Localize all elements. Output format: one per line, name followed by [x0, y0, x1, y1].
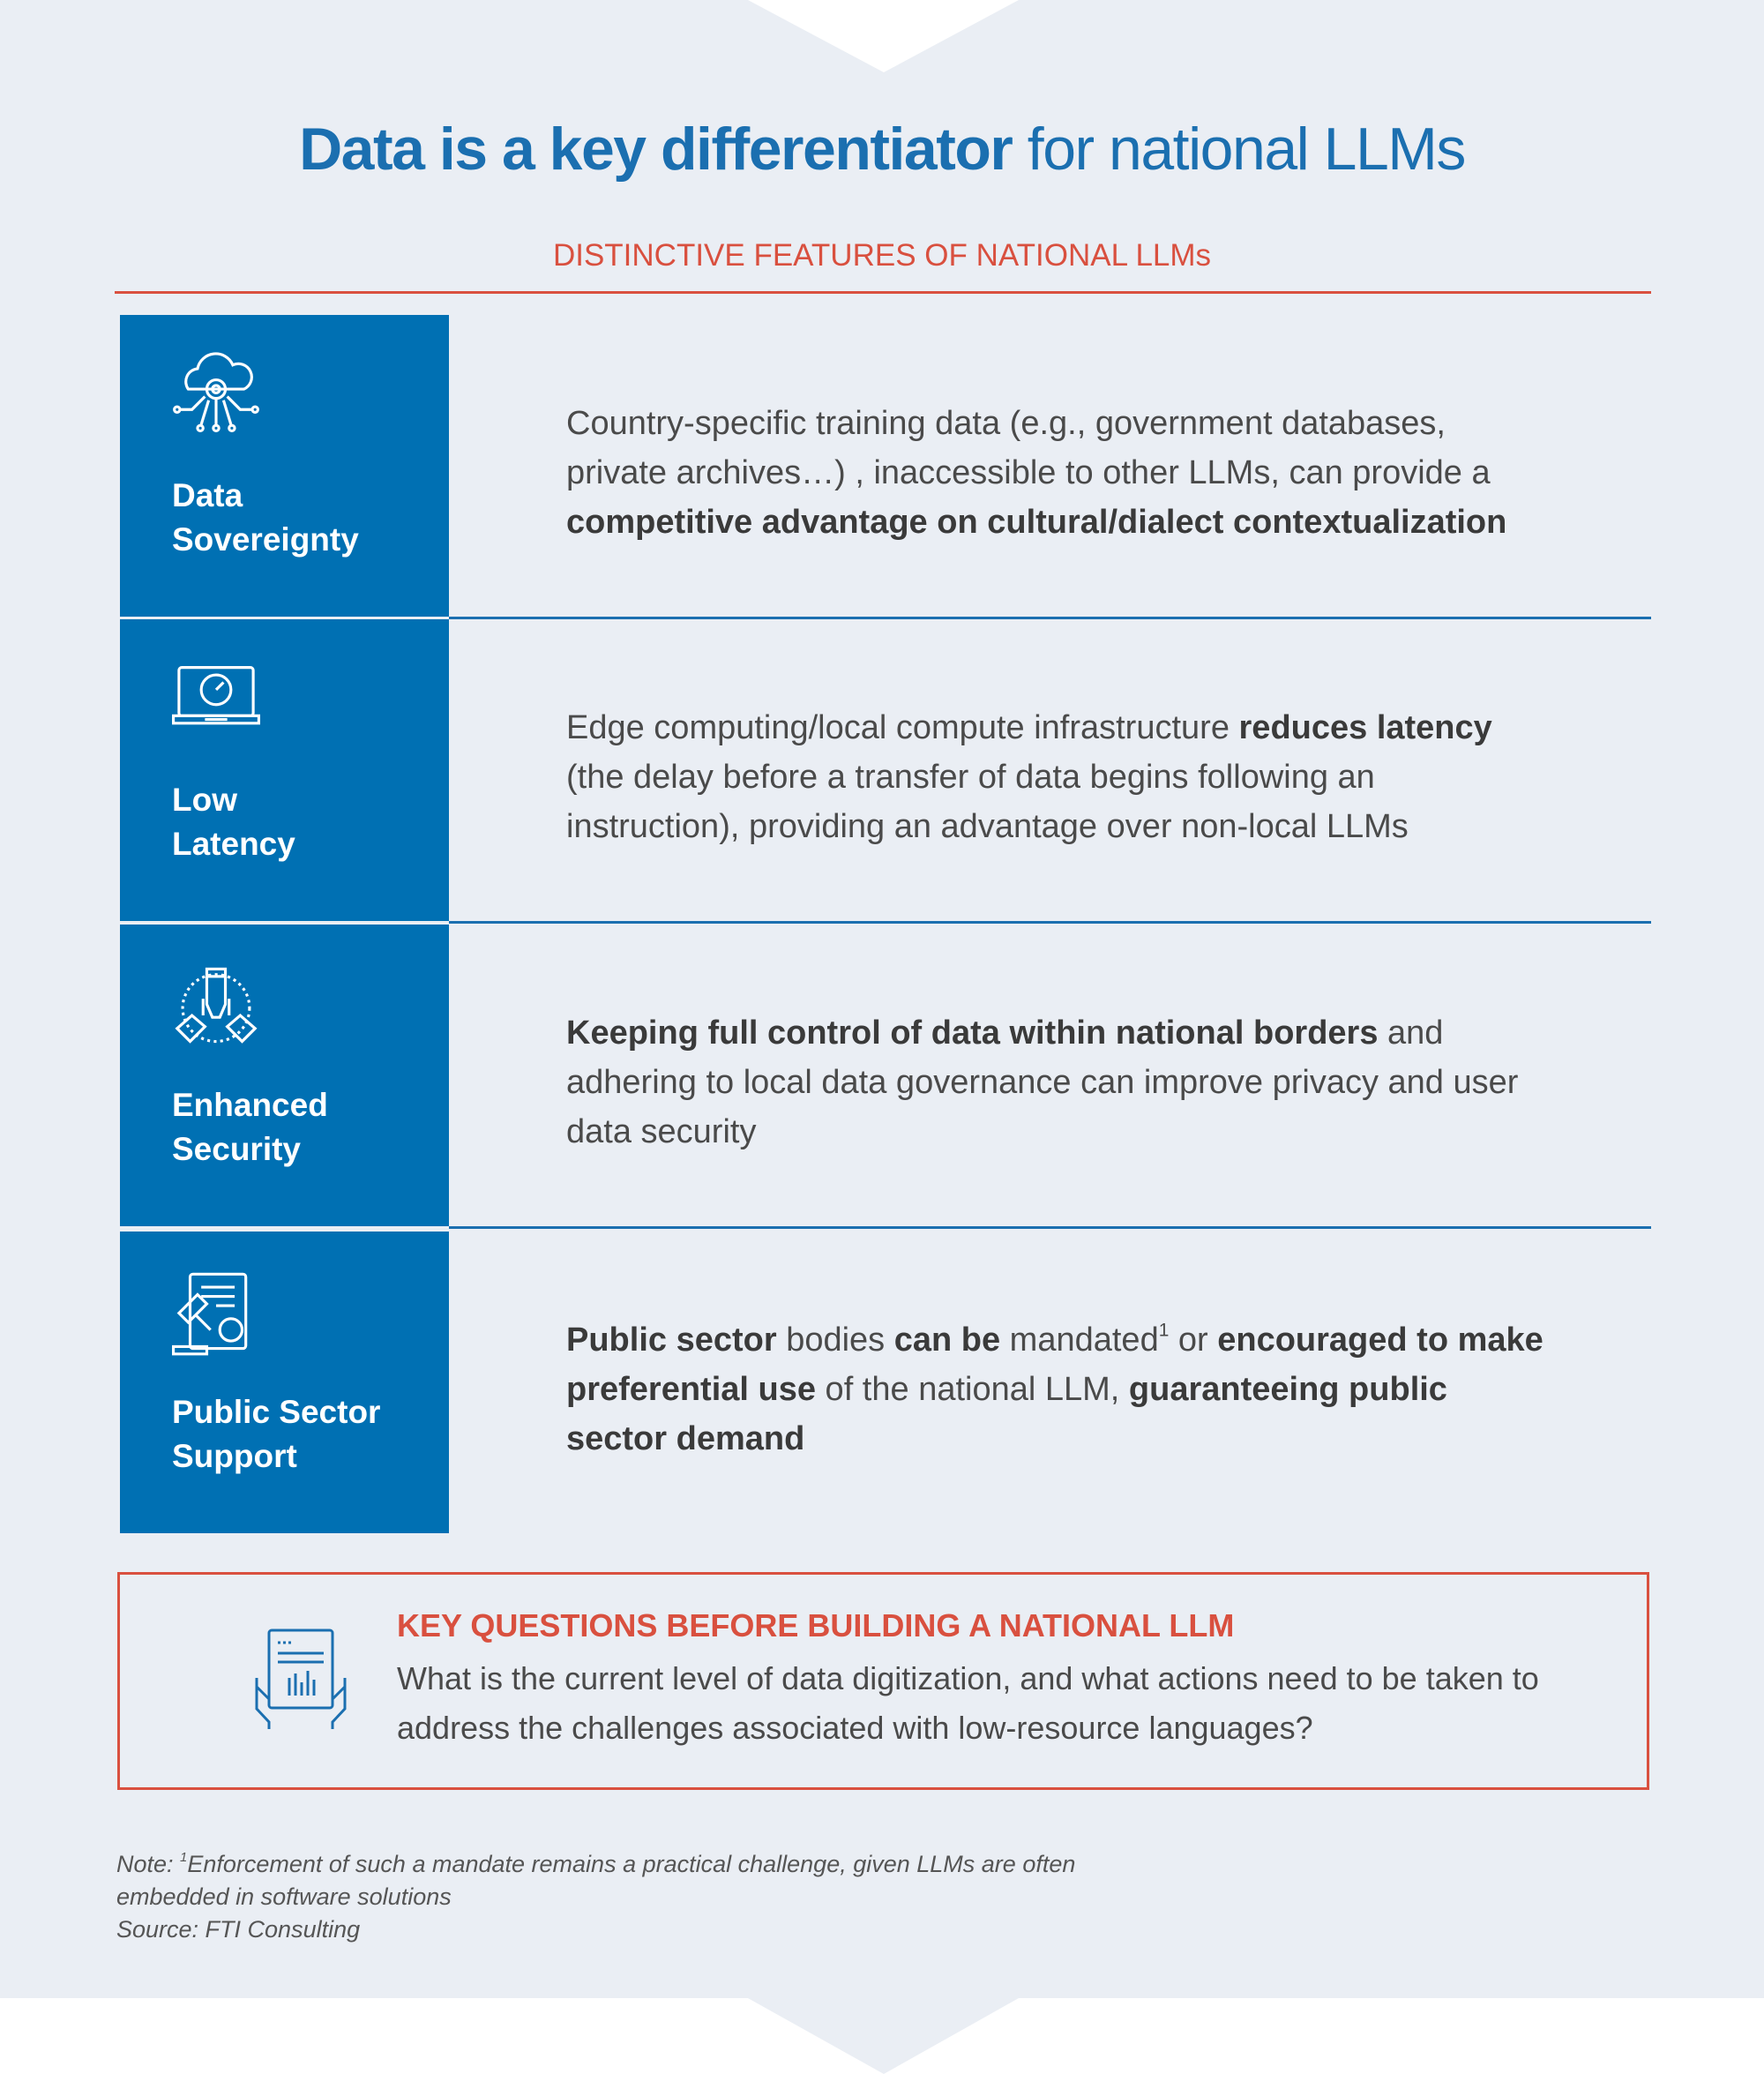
feature-description: Edge computing/local compute infrastruct…	[566, 703, 1545, 851]
feature-box	[120, 315, 449, 617]
description-segment: mandated	[1000, 1322, 1159, 1359]
feature-label: Data Sovereignty	[172, 474, 359, 562]
description-segment: guaranteeing public sector demand	[566, 1371, 1447, 1457]
feature-label-line: Sovereignty	[172, 521, 359, 558]
description-segment: reduces latency	[1238, 709, 1492, 746]
row-separator	[449, 617, 1651, 619]
feature-box	[120, 619, 449, 921]
feature-label-line: Security	[172, 1131, 302, 1167]
top-chevron	[748, 0, 1019, 72]
key-icon	[255, 1629, 347, 1729]
title: Data is a key differentiator for nationa…	[0, 115, 1764, 183]
description-segment: Edge computing/local compute infrastruct…	[566, 709, 1239, 746]
description-segment: can be	[893, 1322, 1001, 1359]
feature-label: Enhanced Security	[172, 1083, 328, 1172]
feature-label-line: Support	[172, 1438, 297, 1474]
feature-label: Low Latency	[172, 778, 295, 866]
feature-label-line: Public Sector	[172, 1394, 381, 1430]
feature-label-line: Enhanced	[172, 1087, 328, 1123]
feature-label-line: Data	[172, 477, 243, 513]
divider	[115, 291, 1651, 294]
feature-label-line: Latency	[172, 826, 295, 862]
bottom-chevron	[748, 1998, 1019, 2074]
key-questions-heading: KEY QUESTIONS BEFORE BUILDING A NATIONAL…	[397, 1607, 1235, 1643]
description-segment: of the national LLM,	[816, 1371, 1129, 1408]
description-segment: bodies	[776, 1322, 894, 1359]
title-rest: for national LLMs	[1027, 116, 1467, 183]
note-text: Enforcement of such a mandate remains a …	[116, 1851, 1076, 1910]
feature-box	[120, 1232, 449, 1533]
key-questions-box	[117, 1572, 1649, 1790]
note-sup: 1	[180, 1851, 188, 1866]
feature-icon	[173, 352, 259, 433]
feature-description: Keeping full control of data within nati…	[566, 1008, 1545, 1157]
description-segment: and adhering to local data governance ca…	[566, 1015, 1519, 1150]
description-segment: Keeping full control of data within nati…	[566, 1015, 1379, 1052]
description-segment: or	[1169, 1322, 1218, 1359]
title-bold: Data is a key differentiator	[299, 116, 1013, 183]
row-separator	[449, 921, 1651, 924]
description-segment: competitive advantage on cultural/dialec…	[566, 504, 1507, 541]
row-separator	[449, 1226, 1651, 1229]
note-prefix: Note:	[116, 1851, 181, 1877]
feature-label-line: Low	[172, 782, 237, 818]
description-segment: 1	[1158, 1320, 1170, 1341]
feature-icon	[172, 666, 260, 725]
feature-description: Country-specific training data (e.g., go…	[566, 399, 1545, 547]
feature-label: Public Sector Support	[172, 1390, 380, 1479]
feature-icon	[172, 1272, 248, 1356]
feature-box	[120, 925, 449, 1226]
subtitle: DISTINCTIVE FEATURES OF NATIONAL LLMs	[552, 238, 1212, 273]
description-segment: (the delay before a transfer of data beg…	[566, 759, 1409, 845]
feature-icon	[175, 967, 258, 1044]
description-segment: Public sector	[566, 1322, 777, 1359]
key-questions-text: What is the current level of data digiti…	[397, 1660, 1539, 1746]
note: Note: 1Enforcement of such a mandate rem…	[116, 1848, 1104, 1946]
note-source: Source: FTI Consulting	[116, 1916, 361, 1943]
description-segment: Country-specific training data (e.g., go…	[566, 405, 1491, 491]
description-segment: encouraged to make preferential use	[566, 1322, 1544, 1408]
feature-description: Public sector bodies can be mandated1 or…	[566, 1315, 1545, 1464]
